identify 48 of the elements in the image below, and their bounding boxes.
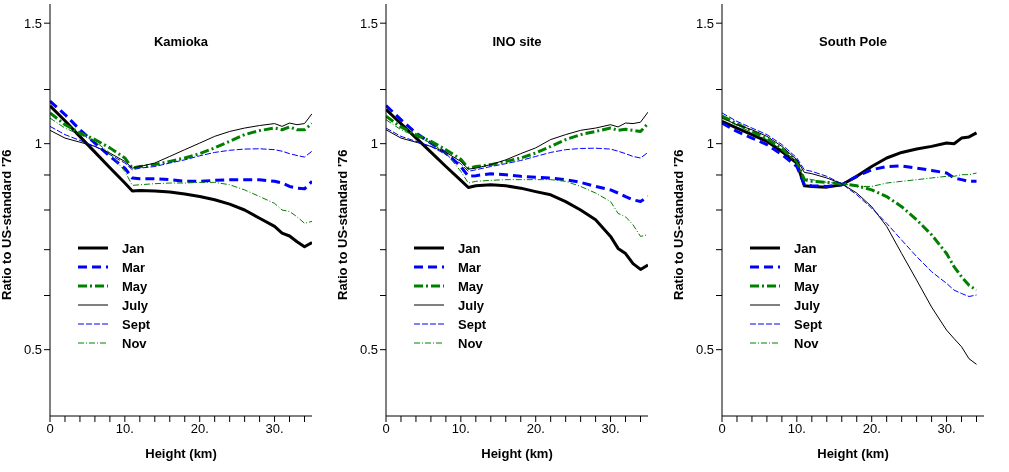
- y-tick-label: 1: [706, 136, 714, 152]
- legend-label: July: [458, 297, 485, 313]
- y-tick-label: 0.5: [695, 342, 714, 358]
- x-axis-title: Height (km): [481, 446, 553, 461]
- legend-label: May: [794, 278, 820, 294]
- legend-label: Jan: [122, 240, 145, 256]
- x-tick-label: 20.: [190, 421, 209, 437]
- x-tick-label: 0: [46, 421, 54, 437]
- y-axis-title: Ratio to US-standard '76: [334, 149, 350, 300]
- legend-label: Sept: [794, 316, 823, 332]
- legend-label: Mar: [794, 259, 818, 275]
- x-tick-label: 10.: [115, 421, 134, 437]
- legend-label: Nov: [794, 335, 819, 351]
- x-tick-label: 30.: [265, 421, 284, 437]
- y-tick-label: 0.5: [359, 342, 378, 358]
- legend-label: Sept: [122, 316, 151, 332]
- x-tick-label: 0: [718, 421, 726, 437]
- x-axis-title: Height (km): [145, 446, 217, 461]
- y-tick-label: 1.5: [695, 15, 714, 31]
- x-tick-label: 10.: [451, 421, 470, 437]
- x-tick-label: 0: [382, 421, 390, 437]
- x-tick-label: 30.: [937, 421, 956, 437]
- legend-label: July: [794, 297, 821, 313]
- x-tick-label: 20.: [526, 421, 545, 437]
- legend-label: May: [458, 278, 484, 294]
- legend-label: Sept: [458, 316, 487, 332]
- text: Kamioka: [152, 34, 210, 49]
- x-axis-title: Height (km): [817, 446, 889, 461]
- legend-label: Jan: [458, 240, 481, 256]
- x-tick-label: 10.: [787, 421, 806, 437]
- legend-label: Nov: [122, 335, 147, 351]
- x-tick-label: 20.: [862, 421, 881, 437]
- y-tick-label: 0.5: [23, 342, 42, 358]
- x-tick-label: 30.: [601, 421, 620, 437]
- y-axis-title: Ratio to US-standard '76: [0, 149, 14, 300]
- y-tick-label: 1: [34, 136, 42, 152]
- y-tick-label: 1.5: [359, 15, 378, 31]
- legend-label: May: [122, 278, 148, 294]
- legend-label: Jan: [794, 240, 817, 256]
- legend-label: Nov: [458, 335, 483, 351]
- legend-label: Mar: [122, 259, 146, 275]
- y-tick-label: 1: [370, 136, 378, 152]
- y-axis-title: Ratio to US-standard '76: [670, 149, 686, 300]
- legend-label: Mar: [458, 259, 482, 275]
- legend-label: July: [122, 297, 149, 313]
- text: South Pole: [818, 34, 888, 49]
- text: INO site: [491, 34, 543, 49]
- y-tick-label: 1.5: [23, 15, 42, 31]
